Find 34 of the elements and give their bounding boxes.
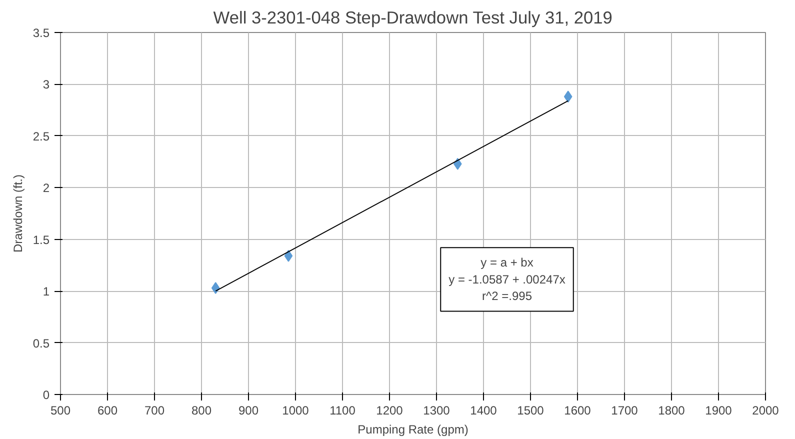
x-tick-label: 1900 [705, 404, 732, 418]
annotation: y = -1.0587 + .00247x [448, 272, 566, 286]
y-tick-label: 3.5 [32, 26, 50, 40]
y-tick-label: 1 [42, 284, 50, 299]
point [564, 90, 572, 103]
x-tick-label: 700 [144, 404, 165, 418]
point [211, 282, 220, 294]
y-tick-label: 2 [42, 181, 50, 196]
annotation: y = a + bx [480, 256, 534, 270]
x-tick-label: 1200 [376, 404, 404, 418]
y-tick-label: 0 [42, 388, 50, 402]
x-tick-label: 600 [97, 404, 118, 418]
x-tick-label: 1100 [330, 404, 356, 418]
y-tick-label: 3 [42, 78, 50, 92]
x-tick-label: 800 [191, 404, 212, 418]
y-tick-label: 1.5 [32, 232, 50, 247]
y-tick-label: 2.5 [32, 129, 50, 144]
point [453, 158, 462, 170]
x-tick-label: 1300 [423, 404, 450, 418]
x-tick-label: 1000 [282, 404, 310, 418]
x-tick-label: 500 [50, 404, 71, 418]
x-tick-label: 1800 [658, 404, 686, 418]
x-tick-label: 900 [238, 404, 259, 418]
y-axis-title: Drawdown (ft.) [10, 174, 25, 253]
x-tick-label: 2000 [752, 404, 780, 418]
x-tick-label: 1600 [564, 404, 592, 418]
chart-title: Well 3-2301-048 Step-Drawdown Test July 31, 2019 [213, 8, 612, 28]
x-axis-title: Pumping Rate (gpm) [358, 422, 468, 436]
y-tick-label: 0.5 [32, 336, 50, 350]
point [284, 250, 293, 262]
x-tick-label: 1400 [470, 404, 498, 418]
x-tick-label: 1500 [517, 404, 544, 418]
x-tick-label: 1700 [611, 404, 638, 418]
annotation: r^2 =.995 [482, 289, 532, 304]
